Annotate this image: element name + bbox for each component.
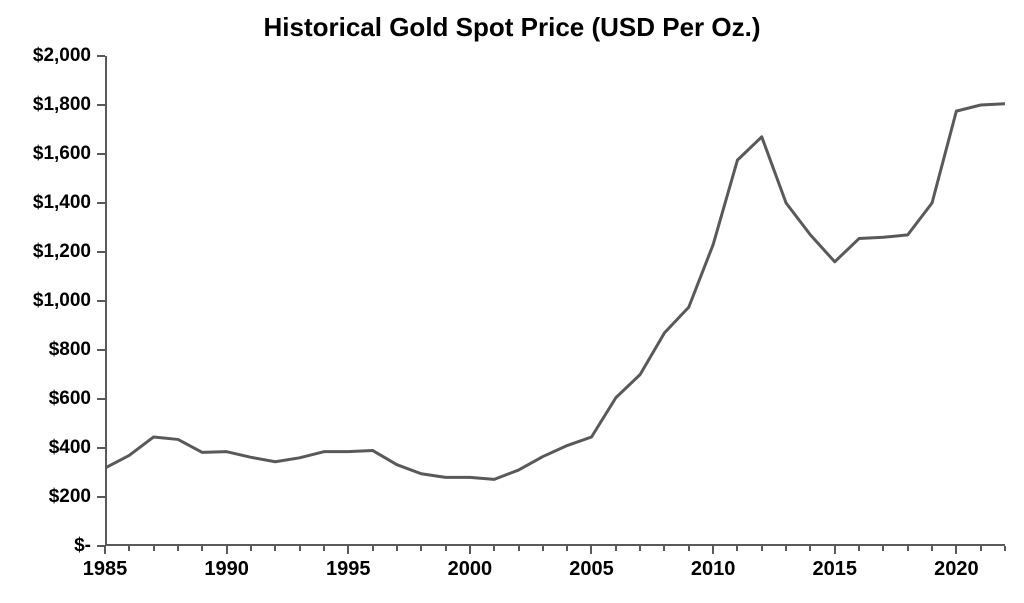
y-tick-label: $1,800 [1, 94, 91, 116]
y-tick [97, 349, 105, 351]
x-tick-minor [882, 546, 884, 551]
y-tick [97, 202, 105, 204]
x-tick-major [104, 546, 106, 554]
x-tick-minor [542, 546, 544, 551]
x-tick-minor [566, 546, 568, 551]
x-tick-minor [493, 546, 495, 551]
x-tick-minor [907, 546, 909, 551]
x-tick-major [469, 546, 471, 554]
x-tick-minor [736, 546, 738, 551]
y-tick-label: $1,600 [1, 143, 91, 165]
chart-title: Historical Gold Spot Price (USD Per Oz.) [0, 12, 1024, 43]
x-tick-major [712, 546, 714, 554]
plot-area: $-$200$400$600$800$1,000$1,200$1,400$1,6… [105, 56, 1005, 546]
y-tick-label: $1,000 [1, 290, 91, 312]
x-tick-major [347, 546, 349, 554]
y-tick-label: $2,000 [1, 45, 91, 67]
y-tick-label: $400 [1, 437, 91, 459]
x-tick-minor [177, 546, 179, 551]
x-tick-minor [372, 546, 374, 551]
line-series [105, 56, 1005, 546]
price-line [105, 104, 1005, 480]
x-tick-minor [858, 546, 860, 551]
x-tick-minor [323, 546, 325, 551]
x-tick-major [955, 546, 957, 554]
x-tick-minor [688, 546, 690, 551]
x-tick-minor [518, 546, 520, 551]
x-tick-major [590, 546, 592, 554]
y-tick [97, 251, 105, 253]
x-tick-label: 1990 [187, 558, 267, 581]
x-tick-minor [274, 546, 276, 551]
x-tick-minor [980, 546, 982, 551]
y-tick [97, 398, 105, 400]
y-tick-label: $1,200 [1, 241, 91, 263]
y-tick-label: $1,400 [1, 192, 91, 214]
x-tick-minor [250, 546, 252, 551]
x-tick-minor [153, 546, 155, 551]
x-tick-label: 2020 [916, 558, 996, 581]
x-tick-label: 2005 [551, 558, 631, 581]
x-tick-label: 2010 [673, 558, 753, 581]
x-tick-minor [663, 546, 665, 551]
x-tick-label: 1995 [308, 558, 388, 581]
y-tick [97, 153, 105, 155]
y-tick-label: $200 [1, 486, 91, 508]
x-tick-minor [1004, 546, 1006, 551]
y-tick [97, 300, 105, 302]
y-tick [97, 104, 105, 106]
x-tick-minor [420, 546, 422, 551]
y-tick-label: $600 [1, 388, 91, 410]
x-tick-minor [931, 546, 933, 551]
y-tick [97, 55, 105, 57]
y-tick-label: $800 [1, 339, 91, 361]
x-tick-minor [809, 546, 811, 551]
x-tick-minor [615, 546, 617, 551]
y-tick [97, 496, 105, 498]
x-tick-minor [299, 546, 301, 551]
x-tick-minor [128, 546, 130, 551]
x-tick-minor [785, 546, 787, 551]
x-tick-major [226, 546, 228, 554]
x-tick-label: 1985 [65, 558, 145, 581]
y-tick-label: $- [1, 535, 91, 557]
x-tick-minor [761, 546, 763, 551]
x-tick-minor [396, 546, 398, 551]
y-tick [97, 447, 105, 449]
x-tick-minor [201, 546, 203, 551]
chart-container: Historical Gold Spot Price (USD Per Oz.)… [0, 0, 1024, 603]
x-tick-label: 2015 [795, 558, 875, 581]
x-tick-label: 2000 [430, 558, 510, 581]
x-tick-minor [445, 546, 447, 551]
x-tick-minor [639, 546, 641, 551]
x-tick-major [834, 546, 836, 554]
